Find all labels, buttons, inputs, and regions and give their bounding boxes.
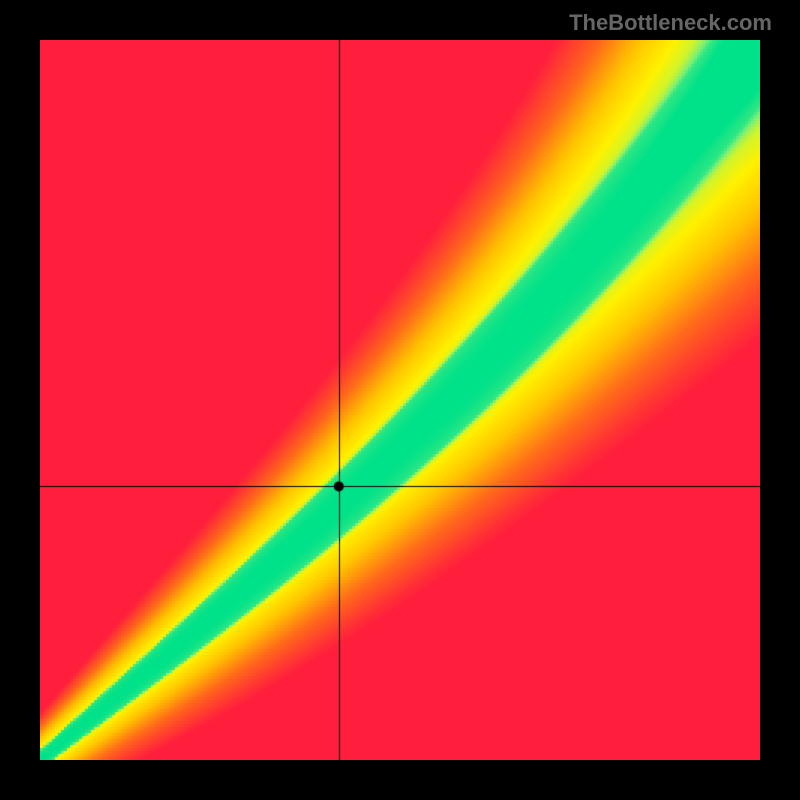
crosshair-overlay <box>40 40 760 760</box>
chart-container: TheBottleneck.com <box>0 0 800 800</box>
watermark-label: TheBottleneck.com <box>569 10 772 36</box>
